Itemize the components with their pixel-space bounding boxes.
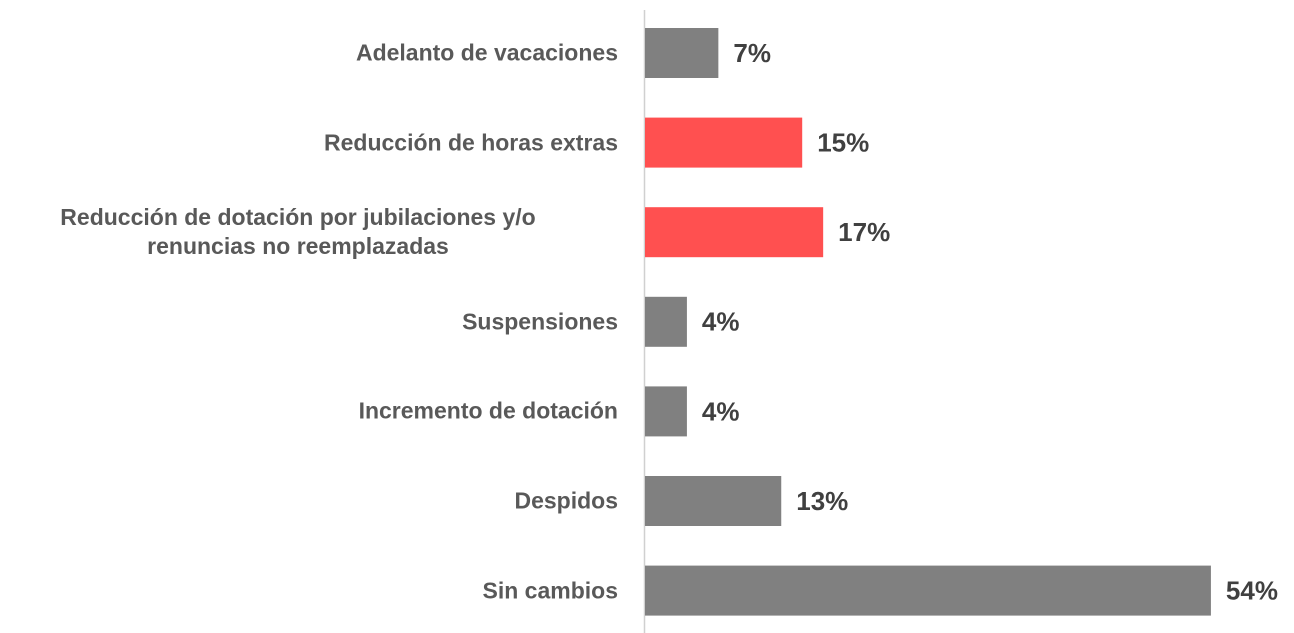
bar <box>645 296 687 347</box>
value-label: 7% <box>733 38 771 68</box>
category-label: Incremento de dotación <box>358 397 618 424</box>
bar <box>645 117 803 168</box>
bar <box>645 28 719 78</box>
category-label: Suspensiones <box>462 308 618 335</box>
category-label: Sin cambios <box>482 577 618 604</box>
category-label: Reducción de horas extras <box>324 129 618 156</box>
category-label: Reducción de dotación por jubilaciones y… <box>60 204 536 260</box>
value-label: 17% <box>838 217 890 247</box>
value-label: 4% <box>702 396 740 426</box>
category-label: Despidos <box>514 487 618 514</box>
value-label: 4% <box>702 307 740 337</box>
value-label: 15% <box>817 127 869 157</box>
bar <box>645 207 824 258</box>
category-label: Adelanto de vacaciones <box>355 39 618 66</box>
value-label: 13% <box>796 486 848 516</box>
bar <box>645 386 687 437</box>
bar <box>645 565 1211 616</box>
value-label: 54% <box>1226 575 1278 605</box>
bar <box>645 476 782 526</box>
